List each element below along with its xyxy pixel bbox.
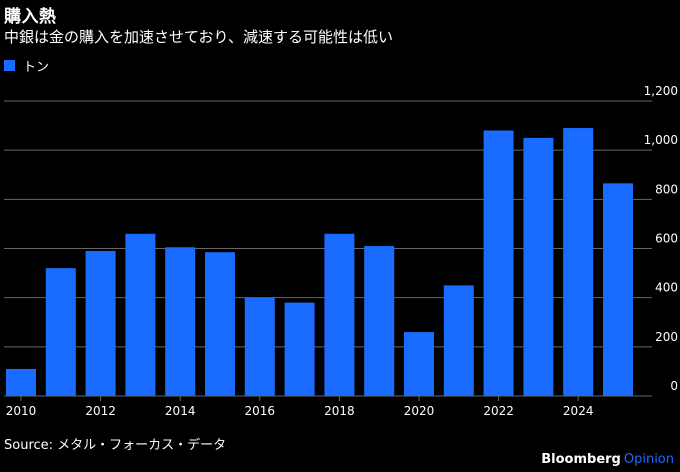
x-tick-label: 2020 <box>404 404 435 418</box>
brand-name: Bloomberg <box>541 452 621 467</box>
bar-2016 <box>244 297 275 396</box>
y-tick-label: 800 <box>655 182 678 196</box>
bar-2018 <box>324 233 355 396</box>
bar-2025 <box>603 183 633 396</box>
x-tick-label: 2010 <box>6 404 37 418</box>
bar-2012 <box>85 250 116 396</box>
legend: トン <box>4 56 49 75</box>
bar-2020 <box>404 332 434 396</box>
bar-2022 <box>483 130 514 396</box>
chart-title: 購入熱 <box>4 7 57 27</box>
legend-swatch <box>4 60 15 71</box>
bar-2017 <box>284 302 315 396</box>
y-tick-label: 1,000 <box>644 133 678 147</box>
x-tick-label: 2024 <box>563 404 594 418</box>
y-tick-label: 200 <box>655 330 678 344</box>
legend-label: トン <box>23 60 50 75</box>
source-note: Source: メタル・フォーカス・データ <box>4 438 227 453</box>
x-tick-label: 2018 <box>324 404 355 418</box>
chart-subtitle: 中銀は金の購入を加速させており、減速する可能性は低い <box>4 28 393 46</box>
bar-2023 <box>523 137 554 396</box>
bar-2015 <box>205 252 235 396</box>
bar-2013 <box>125 233 156 396</box>
x-tick-label: 2014 <box>165 404 196 418</box>
bar-2021 <box>443 285 474 396</box>
bar-2010 <box>6 368 36 396</box>
brand-logo: Bloomberg Opinion <box>541 452 674 467</box>
bar-2011 <box>45 268 76 396</box>
x-tick-label: 2012 <box>85 404 116 418</box>
bar-2024 <box>563 128 594 396</box>
y-tick-label: 0 <box>670 379 678 393</box>
y-tick-label: 1,200 <box>644 84 678 98</box>
x-tick-label: 2022 <box>483 404 514 418</box>
y-tick-label: 600 <box>655 232 678 246</box>
bar-2019 <box>364 246 395 396</box>
bar-2014 <box>165 247 196 396</box>
brand-suffix: Opinion <box>623 452 674 467</box>
x-tick-label: 2016 <box>245 404 276 418</box>
y-tick-label: 400 <box>655 281 678 295</box>
